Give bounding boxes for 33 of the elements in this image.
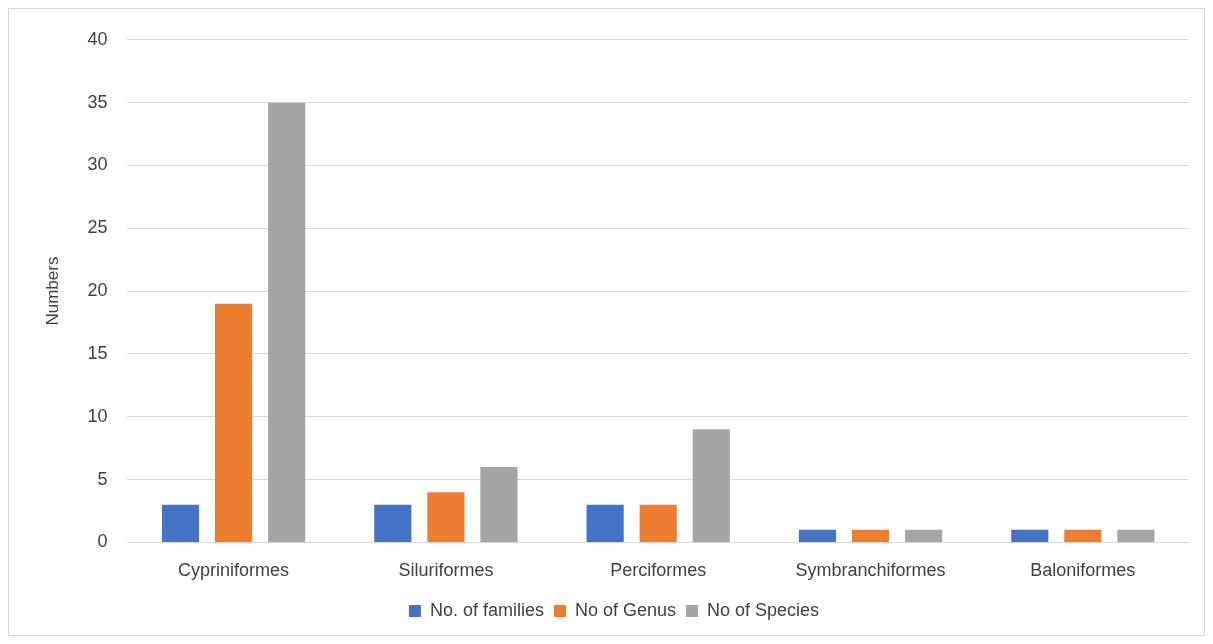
y-axis-title: Numbers	[42, 256, 62, 326]
x-tick-label: Symbranchiformes	[795, 560, 946, 581]
y-tick-label: 5	[97, 468, 108, 489]
bar	[161, 504, 200, 542]
bar	[692, 429, 730, 542]
bar	[374, 504, 412, 542]
bar	[1117, 529, 1155, 542]
y-tick-label: 40	[87, 28, 108, 49]
x-tick-label: Perciformes	[610, 560, 707, 581]
bar	[427, 492, 465, 542]
bar	[905, 529, 943, 542]
x-tick-label: Baloniformes	[1030, 560, 1136, 581]
y-tick-label: 15	[87, 342, 108, 363]
legend-label: No of Genus	[574, 599, 677, 620]
bar	[1011, 529, 1049, 542]
bar	[798, 529, 837, 542]
y-tick-label: 25	[87, 217, 108, 238]
y-tick-label: 0	[97, 531, 108, 552]
bar	[1064, 529, 1102, 542]
bar	[639, 504, 677, 542]
legend-label: No of Species	[707, 599, 820, 620]
bar	[480, 467, 518, 542]
bar	[215, 303, 253, 542]
y-tick-label: 10	[87, 405, 108, 426]
x-tick-label: Cypriniformes	[178, 560, 290, 581]
legend-label: No. of families	[429, 599, 544, 620]
y-tick-label: 35	[87, 91, 108, 112]
y-tick-label: 20	[87, 280, 108, 301]
bar	[268, 102, 306, 542]
bar	[586, 504, 624, 542]
x-tick-label: Siluriformes	[398, 560, 494, 581]
y-tick-label: 30	[87, 154, 108, 175]
bar	[851, 529, 890, 542]
